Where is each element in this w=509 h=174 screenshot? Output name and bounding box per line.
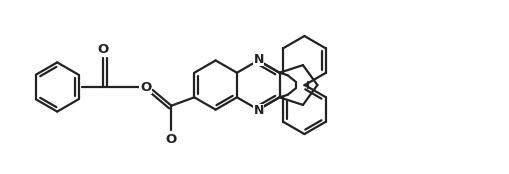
Text: N: N [253,104,264,117]
Text: O: O [165,133,177,146]
Text: O: O [140,81,151,93]
Text: O: O [98,42,109,56]
Text: N: N [253,53,264,66]
